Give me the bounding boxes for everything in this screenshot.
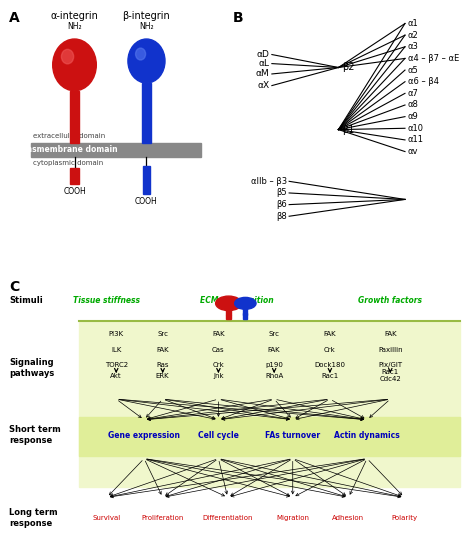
Text: α2: α2 <box>408 31 419 40</box>
Text: ERK: ERK <box>156 373 170 379</box>
Text: ECM composition: ECM composition <box>200 296 274 305</box>
Text: Dock180: Dock180 <box>314 362 346 369</box>
Circle shape <box>235 298 256 309</box>
Text: FAK: FAK <box>156 347 169 353</box>
Text: Adhesion: Adhesion <box>332 515 365 521</box>
Text: Rac1: Rac1 <box>321 373 338 379</box>
Text: FAK: FAK <box>268 347 281 353</box>
Text: Differentiation: Differentiation <box>202 515 253 521</box>
Text: B: B <box>232 11 243 25</box>
Text: αv: αv <box>408 147 419 156</box>
Text: COOH: COOH <box>135 197 158 206</box>
Text: NH₂: NH₂ <box>139 22 154 31</box>
Text: A: A <box>9 11 20 25</box>
Text: Paxillin: Paxillin <box>378 347 402 353</box>
Text: α11: α11 <box>408 135 424 144</box>
Text: Cas: Cas <box>212 347 225 353</box>
Bar <box>79 417 460 456</box>
Text: Polarity: Polarity <box>391 515 417 521</box>
Text: ILK: ILK <box>111 347 121 353</box>
Text: Gene expression: Gene expression <box>108 431 180 440</box>
Text: αL: αL <box>258 59 269 68</box>
Circle shape <box>53 39 96 91</box>
Text: β-integrin: β-integrin <box>123 11 170 20</box>
Text: NH₂: NH₂ <box>67 22 82 31</box>
Text: β5: β5 <box>276 189 287 197</box>
Text: extracellular domain: extracellular domain <box>33 134 105 140</box>
Text: FAK: FAK <box>212 331 225 337</box>
Text: COOH: COOH <box>63 187 86 196</box>
Text: α9: α9 <box>408 112 419 121</box>
Text: FAK: FAK <box>384 331 397 337</box>
Text: αM: αM <box>255 70 269 79</box>
Text: αIIb – β3: αIIb – β3 <box>251 177 287 186</box>
Text: β8: β8 <box>276 212 287 221</box>
Text: Crk: Crk <box>324 347 336 353</box>
Text: α8: α8 <box>408 100 419 109</box>
Text: α6 – β4: α6 – β4 <box>408 77 439 86</box>
Text: Growth factors: Growth factors <box>358 296 422 305</box>
Bar <box>226 315 231 319</box>
Text: transmembrane domain: transmembrane domain <box>14 145 118 154</box>
Bar <box>70 168 79 184</box>
Text: Proliferation: Proliferation <box>142 515 184 521</box>
Text: α7: α7 <box>408 89 419 98</box>
Text: Rac1
Cdc42: Rac1 Cdc42 <box>379 369 401 382</box>
Text: α4 – β7 – αE: α4 – β7 – αE <box>408 54 459 63</box>
Text: RhoA: RhoA <box>265 373 283 379</box>
Text: β1: β1 <box>342 125 355 135</box>
Bar <box>31 142 201 157</box>
Text: Cell cycle: Cell cycle <box>198 431 239 440</box>
Text: Crk: Crk <box>212 362 224 369</box>
Text: α-integrin: α-integrin <box>51 11 99 20</box>
Text: Ras: Ras <box>156 362 169 369</box>
Text: α3: α3 <box>408 42 419 51</box>
Text: Long term
response: Long term response <box>9 508 58 528</box>
Text: FAs turnover: FAs turnover <box>265 431 320 440</box>
Bar <box>70 91 79 142</box>
Text: PI3K: PI3K <box>109 331 124 337</box>
Text: αD: αD <box>256 50 269 59</box>
Bar <box>143 166 150 194</box>
Text: Akt: Akt <box>110 373 122 379</box>
Bar <box>243 303 247 315</box>
Text: FAK: FAK <box>324 331 336 337</box>
Text: Actin dynamics: Actin dynamics <box>334 431 400 440</box>
Text: α5: α5 <box>408 66 419 74</box>
Text: Pix/GIT: Pix/GIT <box>378 362 402 369</box>
Circle shape <box>216 296 242 310</box>
Text: p190: p190 <box>265 362 283 369</box>
Text: β6: β6 <box>276 200 287 209</box>
Text: αX: αX <box>257 81 269 90</box>
Text: TORC2: TORC2 <box>105 362 128 369</box>
Text: Short term
response: Short term response <box>9 425 61 445</box>
Bar <box>142 83 151 142</box>
Bar <box>226 303 231 315</box>
Text: α10: α10 <box>408 124 424 133</box>
Text: Signaling
pathways: Signaling pathways <box>9 358 55 378</box>
Text: Migration: Migration <box>276 515 309 521</box>
Text: Survival: Survival <box>93 515 121 521</box>
Text: α1: α1 <box>408 19 419 28</box>
Text: β2: β2 <box>342 63 355 72</box>
Text: cytoplasmic domain: cytoplasmic domain <box>33 160 103 166</box>
Bar <box>79 321 460 487</box>
Text: Src: Src <box>157 331 168 337</box>
Text: Src: Src <box>269 331 280 337</box>
Circle shape <box>136 48 146 60</box>
Text: Tissue stiffness: Tissue stiffness <box>73 296 140 305</box>
Text: Jnk: Jnk <box>213 373 224 379</box>
Bar <box>243 314 247 319</box>
Circle shape <box>62 50 73 64</box>
Text: Stimuli: Stimuli <box>9 296 43 305</box>
Text: C: C <box>9 280 19 294</box>
Circle shape <box>128 39 165 83</box>
